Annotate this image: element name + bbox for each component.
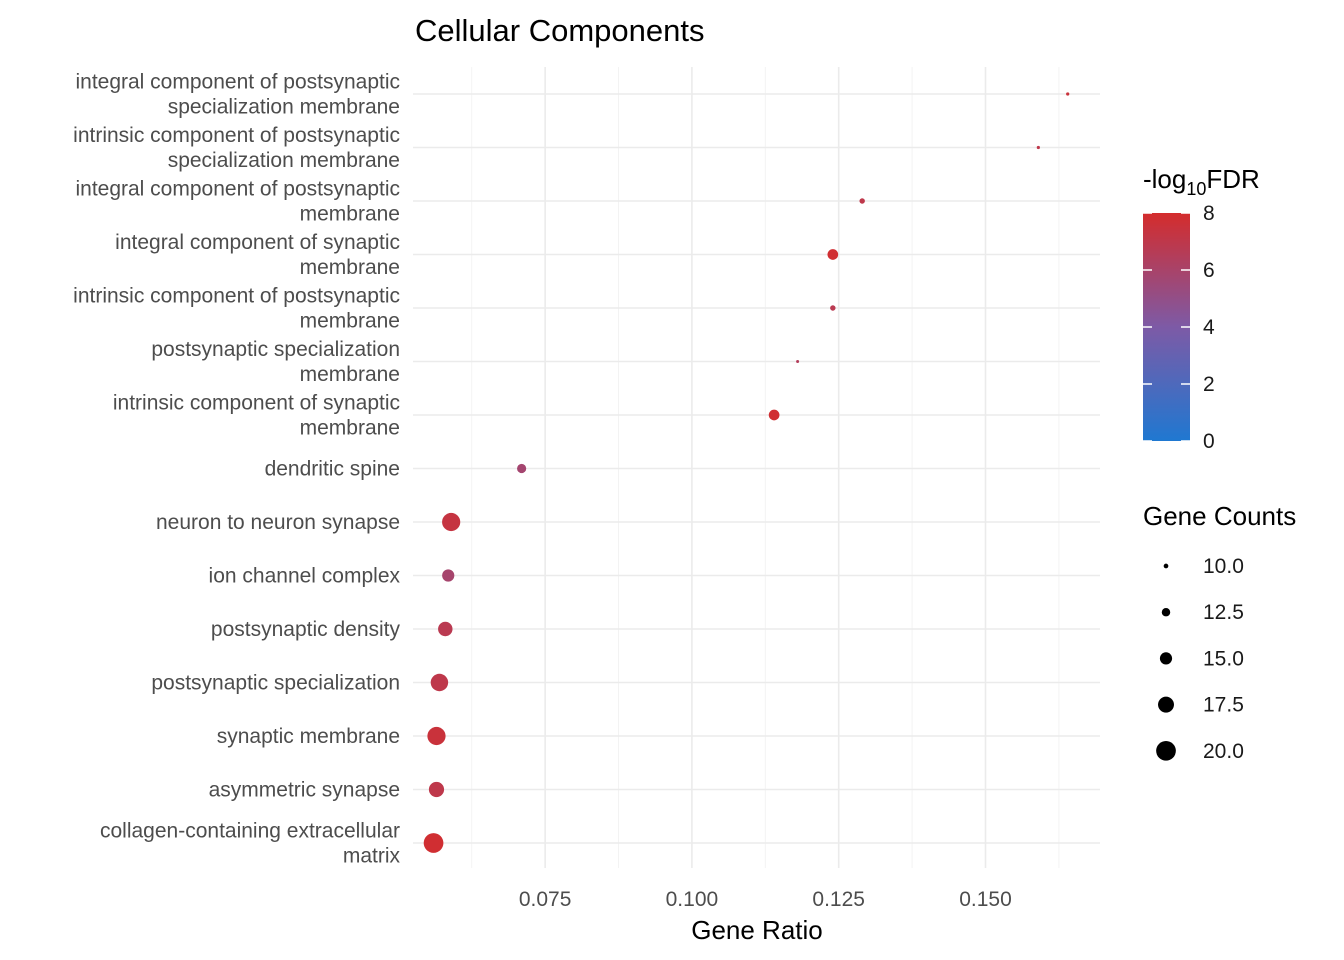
color-legend-label: 4 [1203, 316, 1215, 339]
color-legend-label: 0 [1203, 430, 1215, 453]
category-label: ion channel complex [209, 565, 401, 588]
category-label: asymmetric synapse [209, 779, 400, 802]
chart-title: Cellular Components [415, 13, 704, 48]
data-point [430, 673, 449, 692]
category-label: dendritic spine [265, 458, 400, 481]
color-legend-label: 2 [1203, 373, 1215, 396]
color-legend: -log10FDR 0 2 4 6 8 [1143, 164, 1260, 453]
size-legend-label: 17.5 [1203, 694, 1244, 717]
category-label: integral component of synaptic [115, 231, 400, 254]
color-legend-label: 8 [1203, 202, 1215, 225]
category-label: neuron to neuron synapse [156, 511, 400, 534]
category-label: integral component of postsynaptic [75, 71, 400, 94]
category-label: specialization membrane [168, 149, 400, 172]
data-points [423, 92, 1070, 853]
x-tick-label: 0.100 [666, 888, 719, 911]
category-label: integral component of postsynaptic [75, 178, 400, 201]
category-label: postsynaptic specialization [151, 338, 400, 361]
size-legend-dot [1161, 607, 1171, 617]
data-point [442, 512, 461, 532]
data-point [438, 621, 453, 637]
size-legend-dot [1158, 696, 1174, 713]
category-labels: integral component of postsynapticspecia… [73, 71, 400, 868]
category-label: postsynaptic specialization [151, 672, 400, 695]
data-point [830, 305, 836, 311]
x-axis-tick-labels: 0.075 0.100 0.125 0.150 [519, 888, 1012, 911]
data-point [796, 360, 800, 363]
size-legend-keys: 10.0 12.5 15.0 17.5 20.0 [1156, 555, 1244, 763]
category-label: collagen-containing extracellular [100, 820, 400, 843]
x-tick-label: 0.150 [959, 888, 1012, 911]
color-legend-title: -log10FDR [1143, 164, 1260, 199]
size-legend-dot [1156, 740, 1176, 761]
category-label: intrinsic component of postsynaptic [73, 124, 400, 147]
data-point [427, 726, 446, 746]
category-label: membrane [300, 256, 400, 279]
category-label: intrinsic component of postsynaptic [73, 285, 400, 308]
category-label: matrix [343, 845, 401, 868]
category-label: membrane [300, 310, 400, 333]
data-point [442, 569, 455, 582]
x-tick-label: 0.075 [519, 888, 572, 911]
category-label: specialization membrane [168, 96, 400, 119]
data-point [423, 833, 444, 853]
size-legend-label: 10.0 [1203, 555, 1244, 578]
size-legend-dot [1163, 563, 1169, 569]
data-point [827, 249, 839, 260]
data-point [428, 781, 445, 798]
data-point [768, 409, 780, 421]
color-legend-label: 6 [1203, 259, 1215, 282]
size-legend-title: Gene Counts [1143, 501, 1296, 531]
data-point [1066, 92, 1070, 96]
category-label: postsynaptic density [211, 618, 401, 641]
category-label: intrinsic component of synaptic [113, 392, 400, 415]
size-legend-label: 15.0 [1203, 647, 1244, 670]
x-axis-title: Gene Ratio [691, 915, 823, 945]
category-label: membrane [300, 363, 400, 386]
size-legend-dot [1159, 652, 1173, 665]
size-legend-label: 12.5 [1203, 601, 1244, 624]
category-label: membrane [300, 417, 400, 440]
data-point [859, 198, 865, 204]
data-point [1036, 145, 1040, 150]
size-legend-label: 20.0 [1203, 740, 1244, 763]
color-legend-ticks: 0 2 4 6 8 [1143, 202, 1215, 453]
category-label: membrane [300, 203, 400, 226]
size-legend: Gene Counts 10.0 12.5 15.0 17.5 20.0 [1143, 501, 1296, 763]
category-label: synaptic membrane [217, 725, 400, 748]
x-tick-label: 0.125 [812, 888, 865, 911]
data-point [517, 463, 527, 474]
plot-grid [413, 67, 1100, 868]
